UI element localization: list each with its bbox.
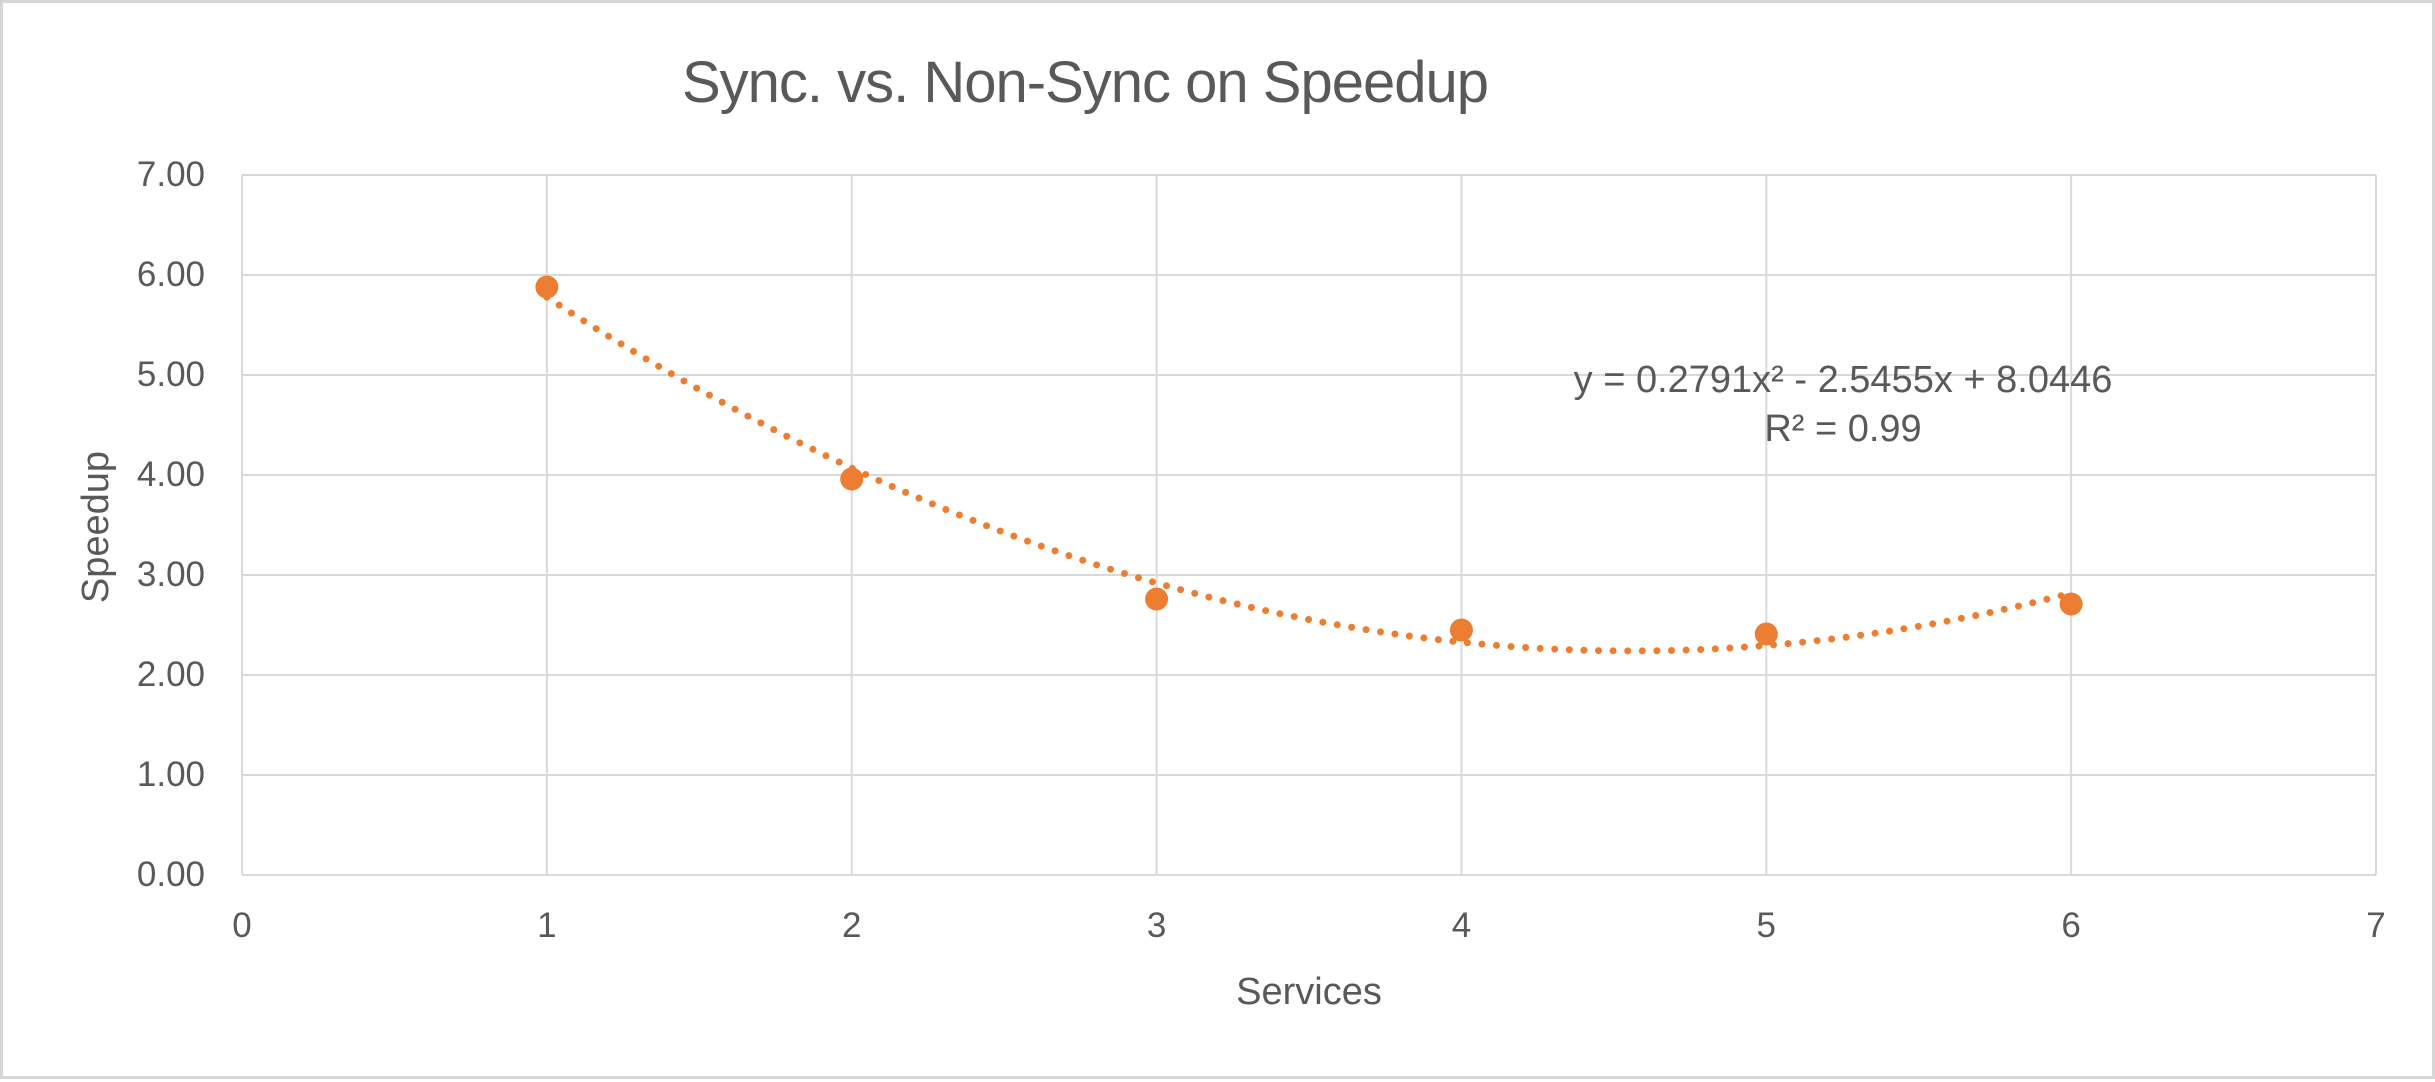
data-point-marker xyxy=(535,275,559,299)
x-axis-title: Services xyxy=(1236,971,1382,1013)
y-tick-label: 5.00 xyxy=(136,355,205,394)
trendline-r-squared: R² = 0.99 xyxy=(1764,408,1922,450)
trendline-path xyxy=(543,293,2075,655)
y-tick-label: 6.00 xyxy=(136,255,205,294)
x-tick-label: 2 xyxy=(841,906,862,945)
data-point-marker xyxy=(840,467,864,491)
x-axis-tick-labels: 0 1 2 3 4 5 6 7 xyxy=(3,904,2435,954)
y-axis-tick-labels: 0.00 1.00 2.00 3.00 4.00 5.00 6.00 7.00 xyxy=(3,3,205,1082)
y-tick-label: 3.00 xyxy=(136,555,205,594)
y-tick-label: 0.00 xyxy=(136,855,205,894)
data-point-marker xyxy=(1754,622,1778,646)
x-tick-label: 4 xyxy=(1451,906,1472,945)
chart-title: Sync. vs. Non-Sync on Speedup xyxy=(681,50,1489,115)
trendline-annotation: y = 0.2791x² - 2.5455x + 8.0446 R² = 0.9… xyxy=(1393,356,2293,454)
y-tick-label: 4.00 xyxy=(136,455,205,494)
y-tick-label: 1.00 xyxy=(136,755,205,794)
data-point-marker xyxy=(1145,587,1169,611)
trendline-equation: y = 0.2791x² - 2.5455x + 8.0446 xyxy=(1573,359,2113,401)
x-tick-label: 6 xyxy=(2061,906,2081,945)
x-tick-label: 7 xyxy=(2366,906,2386,945)
x-tick-label: 0 xyxy=(232,906,252,945)
data-point-marker xyxy=(1449,618,1473,642)
y-axis-title: Speedup xyxy=(75,450,117,604)
y-tick-label: 2.00 xyxy=(136,655,205,694)
x-tick-label: 1 xyxy=(537,906,557,945)
y-tick-label: 7.00 xyxy=(136,155,205,194)
data-point-marker xyxy=(2059,592,2083,616)
x-tick-label: 5 xyxy=(1756,906,1777,945)
plot-svg xyxy=(241,174,2377,876)
x-tick-label: 3 xyxy=(1146,906,1167,945)
